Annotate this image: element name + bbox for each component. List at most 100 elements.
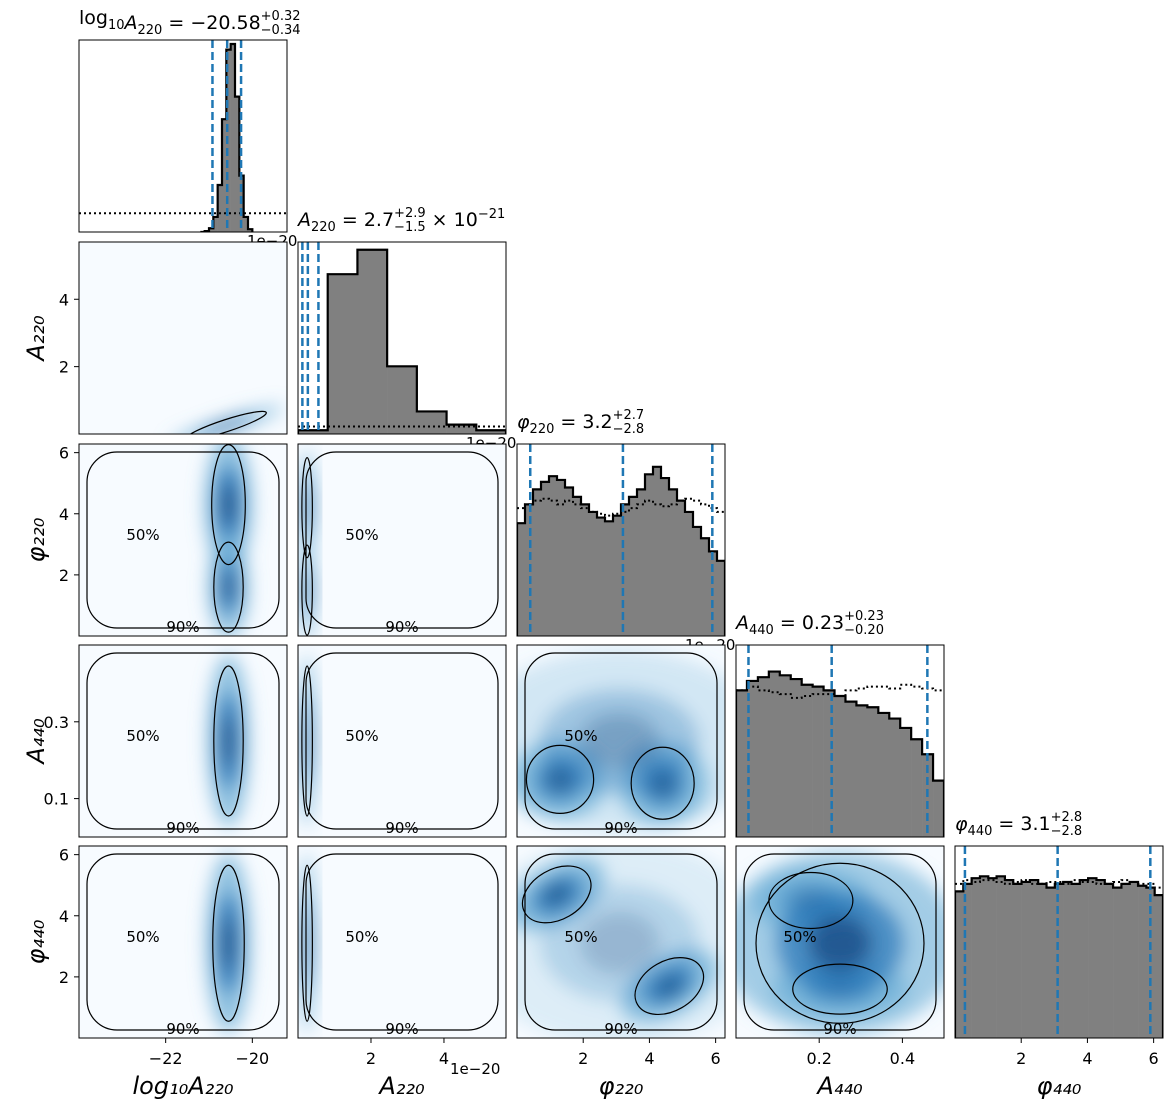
histogram-bar [557, 479, 566, 636]
y-axis-label: A₄₄₀ [22, 718, 50, 766]
histogram-diag-3 [736, 645, 944, 837]
x-axis-label: A₄₄₀ [815, 1072, 863, 1100]
density-background [298, 846, 506, 1038]
histogram-bar [387, 366, 418, 434]
histogram-bar [911, 739, 923, 837]
histogram-bar [693, 526, 702, 636]
histogram-outline [200, 42, 254, 232]
histogram-bar [963, 883, 972, 1038]
contour-90 [524, 652, 718, 830]
panel-frame [954, 845, 1164, 1039]
contour-label-90: 90% [385, 618, 418, 636]
histogram-bar [1088, 878, 1097, 1038]
panel-frame [297, 845, 507, 1039]
panel-frame [297, 644, 507, 838]
histogram-bar [1096, 880, 1106, 1038]
panel-frame [735, 845, 945, 1039]
histogram-bar [549, 476, 558, 636]
histogram-bar [416, 411, 447, 434]
panel-frame [78, 443, 288, 637]
density-panel-3-1: 90% 50% [298, 645, 506, 837]
histogram-bar [1079, 880, 1089, 1038]
x-axis-label: A₂₂₀ [377, 1072, 425, 1100]
contour-50 [213, 665, 244, 817]
x-axis-label: log₁₀A₂₂₀ [132, 1072, 233, 1100]
histogram-bar [533, 489, 542, 636]
histogram-bar [1046, 887, 1056, 1038]
histogram-title: φ220 = 3.2+2.7 −2.8 [517, 408, 644, 437]
contour-label-50: 50% [126, 526, 159, 544]
x-tick-label: 6 [711, 1049, 721, 1068]
contour-50 [634, 957, 705, 1016]
histogram-bar [621, 504, 630, 636]
x-tick-label: 4 [439, 1049, 449, 1068]
histogram-bar [736, 690, 748, 837]
x-tick-label: −22 [149, 1049, 183, 1068]
histogram-bar [955, 891, 964, 1038]
contour-50 [301, 544, 313, 636]
contour-label-50: 50% [126, 928, 159, 946]
y-tick-label: 0.3 [44, 713, 69, 732]
histogram-bar [589, 511, 598, 636]
histogram-bar [1038, 883, 1047, 1038]
contour-50 [211, 444, 246, 566]
x-tick-label: −20 [235, 1049, 269, 1068]
histogram-bar [996, 876, 1006, 1038]
histogram-bar [845, 701, 857, 837]
histogram-bar [661, 478, 670, 636]
y-tick-label: 6 [59, 444, 69, 463]
panel-frame [297, 443, 507, 637]
panel-frame [516, 644, 726, 838]
histogram-bar [1121, 883, 1131, 1038]
histogram-bar [1063, 881, 1072, 1038]
histogram-bar [889, 718, 901, 837]
histogram-bar [613, 515, 622, 636]
contour-label-50: 50% [564, 928, 597, 946]
histogram-bar [988, 878, 997, 1038]
histogram-bar [1113, 887, 1122, 1038]
contour-90 [524, 853, 718, 1031]
histogram-bar [446, 424, 477, 434]
histogram-bar [476, 430, 506, 434]
density-panel-3-0: 90% 50% [79, 645, 287, 837]
histogram-title: A440 = 0.23+0.23 −0.20 [734, 609, 884, 638]
x-tick-label: 2 [366, 1049, 376, 1068]
density-background [79, 242, 287, 434]
prior-histogram [517, 497, 725, 517]
y-tick-label: 2 [59, 968, 69, 987]
density-panel-4-1: 90% 50% [298, 846, 506, 1038]
contour-label-90: 90% [166, 618, 199, 636]
histogram-bar [217, 185, 223, 232]
density-panel-2-1: 90% 50% [298, 444, 506, 636]
panel-frame [297, 241, 507, 435]
histogram-bar [1021, 881, 1031, 1038]
histogram-title: log10A220 = −20.58+0.32 −0.34 [79, 7, 301, 38]
histogram-bar [1104, 883, 1114, 1038]
contour-50 [213, 541, 244, 633]
histogram-bar [629, 496, 638, 636]
contour-90 [743, 853, 937, 1031]
x-tick-label: 0.2 [806, 1049, 831, 1068]
histogram-diag-0 [79, 40, 287, 232]
contour-label-50: 50% [783, 928, 816, 946]
density-peak [579, 713, 660, 769]
histogram-bar [933, 780, 944, 837]
histogram-bar [900, 727, 912, 837]
contour-label-50: 50% [345, 526, 378, 544]
histogram-bar [823, 690, 835, 837]
histogram-outline [517, 465, 725, 636]
offset-text: 1e−20 [450, 1060, 500, 1078]
histogram-bar [867, 707, 879, 837]
histogram-diag-1 [298, 242, 506, 434]
density-peak [211, 420, 242, 431]
density-peak [808, 915, 872, 972]
histogram-bar [222, 119, 227, 232]
density-peak [222, 714, 235, 768]
histogram-bar [248, 229, 253, 232]
histogram-bar [1138, 885, 1147, 1038]
x-tick-label: 6 [1149, 1049, 1159, 1068]
y-tick-label: 4 [59, 505, 69, 524]
histogram-bar [1146, 887, 1155, 1038]
y-axis-label: A₂₂₀ [22, 315, 50, 363]
density-peak [222, 483, 235, 526]
